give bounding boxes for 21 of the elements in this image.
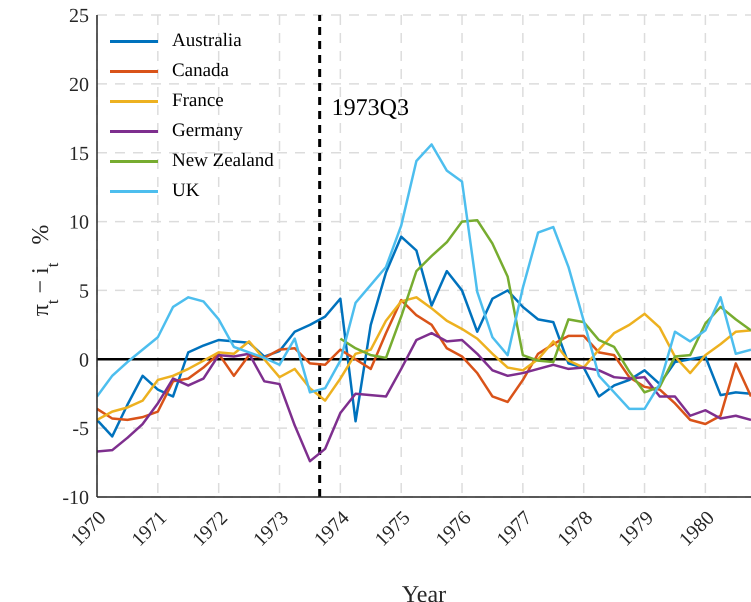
y-tick-label: -10: [62, 487, 89, 510]
legend-label: UK: [172, 179, 200, 203]
y-tick-label: -5: [72, 418, 89, 440]
y-tick-label: 5: [79, 280, 89, 303]
line-series: [97, 143, 751, 410]
line-series: [97, 332, 751, 462]
y-tick-label: 25: [69, 5, 89, 28]
legend-label: New Zealand: [172, 149, 274, 173]
x-tick-label: 1971: [127, 506, 172, 551]
y-tick-label: 0: [79, 349, 89, 372]
legend-label: Germany: [172, 119, 243, 143]
ref-line-label: 1973Q3: [332, 95, 410, 121]
legend-label: Australia: [172, 29, 242, 53]
x-tick-label: 1979: [614, 506, 658, 551]
y-tick-label: 20: [69, 74, 89, 96]
legend-label: France: [172, 89, 224, 113]
y-tick-label: 10: [69, 212, 89, 234]
legend-label: Canada: [172, 59, 229, 83]
x-axis-title: Year: [402, 582, 446, 602]
y-tick-label: 15: [69, 142, 89, 165]
line-series: [339, 218, 751, 394]
